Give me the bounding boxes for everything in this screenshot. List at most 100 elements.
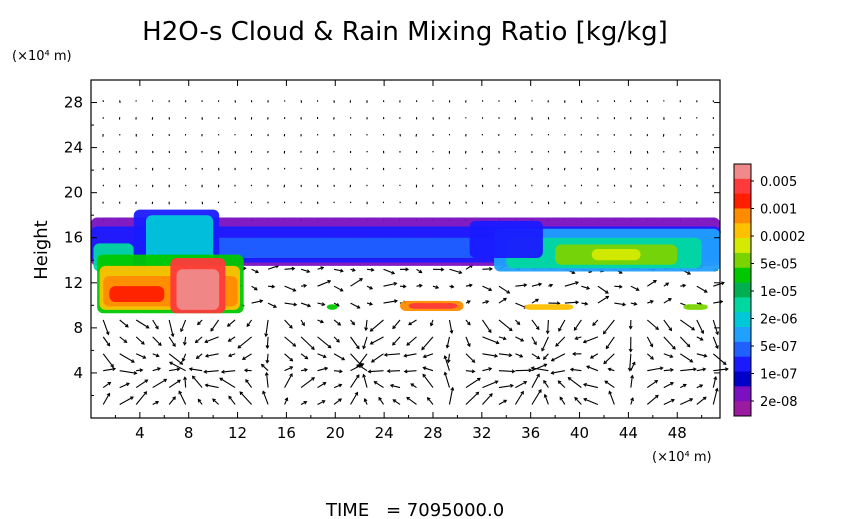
wind-arrowhead: [487, 329, 492, 334]
wind-arrowhead: [508, 327, 513, 332]
wind-arrow: [531, 389, 542, 405]
wind-arrowhead: [511, 369, 516, 374]
colorbar-segment: [734, 327, 751, 343]
wind-arrowhead: [180, 328, 184, 333]
wind-arrowhead: [227, 338, 232, 342]
wind-arrowhead: [494, 380, 499, 384]
wind-arrowhead: [722, 361, 727, 366]
wind-arrow: [680, 384, 687, 389]
wind-arrow: [350, 353, 363, 367]
wind-arrow: [430, 319, 434, 326]
wind-arrowhead: [131, 359, 135, 363]
wind-arrowhead: [668, 298, 672, 302]
wind-arrowhead: [650, 356, 654, 360]
wind-arrowhead: [494, 353, 499, 358]
wind-arrowhead: [466, 321, 471, 326]
wind-arrowhead: [422, 354, 427, 359]
colorbar-segment: [734, 238, 751, 254]
y-tick-label: 4: [73, 364, 83, 382]
wind-arrowhead: [304, 355, 309, 360]
wind-arrow: [265, 319, 269, 337]
wind-arrow: [169, 368, 180, 372]
wind-arrow: [410, 383, 417, 389]
colorbar: 0.005 0.001 0.0002 5e-05 1e-05 2e-06 5e-07 1e-0…: [733, 163, 806, 417]
wind-arrowhead: [246, 323, 251, 328]
wind-arrowhead: [172, 396, 176, 401]
wind-arrow: [135, 379, 148, 389]
core-red-left: [109, 286, 165, 302]
wind-arrowhead: [418, 269, 423, 274]
wind-arrowhead: [703, 289, 708, 293]
wind-arrow: [531, 336, 537, 345]
wind-arrowhead: [383, 352, 388, 357]
wind-arrowhead: [530, 366, 535, 371]
wind-arrowhead: [635, 287, 640, 291]
wind-arrow: [531, 373, 540, 388]
wind-arrowhead: [273, 304, 277, 308]
wind-arrowhead: [157, 367, 161, 371]
wind-arrow: [427, 397, 434, 405]
wind-arrow: [482, 353, 498, 357]
wind-arrowhead: [321, 302, 326, 307]
wind-arrow: [482, 380, 498, 389]
wind-arrow: [531, 353, 540, 360]
wind-arrow: [447, 353, 451, 363]
wind-arrow: [564, 301, 579, 304]
colorbar-label: 0.0002: [760, 230, 806, 245]
wind-arrowhead: [265, 345, 270, 349]
rain-patch: [326, 304, 338, 310]
wind-arrowhead: [703, 353, 708, 358]
wind-arrow: [370, 336, 384, 345]
wind-arrowhead: [406, 342, 411, 346]
wind-arrowhead: [586, 365, 590, 370]
colorbar-segment: [734, 267, 751, 284]
colorbar-segment: [734, 312, 751, 328]
wind-arrowhead: [338, 383, 343, 388]
wind-arrow: [284, 397, 288, 405]
wind-arrowhead: [289, 357, 294, 362]
wind-arrow: [515, 336, 524, 342]
wind-arrowhead: [715, 331, 719, 336]
wind-arrowhead: [191, 375, 196, 380]
wind-arrow: [597, 295, 609, 304]
wind-arrow: [168, 319, 174, 337]
wind-arrow: [448, 319, 453, 334]
x-tick-label: 16: [277, 424, 296, 442]
wind-arrow: [383, 282, 397, 287]
wind-arrow: [152, 401, 159, 405]
wind-arrow: [378, 397, 384, 405]
wind-arrowhead: [523, 283, 528, 288]
wind-arrow: [713, 300, 723, 304]
y-tick-label: 28: [64, 94, 83, 112]
wind-arrowhead: [559, 396, 564, 401]
wind-arrow: [573, 319, 582, 331]
wind-arrowhead: [495, 340, 500, 345]
wind-arrowhead: [608, 390, 613, 395]
wind-arrowhead: [440, 267, 445, 272]
wind-arrow: [663, 399, 675, 405]
x-tick-label: 24: [375, 424, 394, 442]
wind-arrowhead: [418, 283, 423, 288]
wind-arrowhead: [450, 284, 455, 289]
wind-arrowhead: [359, 278, 363, 282]
wind-arrowhead: [339, 268, 344, 273]
wind-arrow: [663, 336, 676, 350]
wind-arrow: [204, 336, 219, 343]
wind-arrow: [541, 336, 549, 352]
x-tick-label: 8: [184, 424, 194, 442]
wind-arrowhead: [670, 367, 674, 372]
wind-arrowhead: [386, 369, 391, 374]
wind-arrowhead: [130, 396, 134, 400]
wind-arrow: [603, 353, 615, 364]
wind-arrowhead: [702, 396, 707, 401]
wind-arrowhead: [106, 342, 111, 347]
wind-arrowhead: [535, 298, 540, 303]
wind-arrowhead: [567, 377, 572, 381]
wind-arrowhead: [403, 353, 408, 358]
colorbar-border: [733, 163, 752, 417]
wind-arrow: [365, 319, 368, 331]
wind-arrowhead: [508, 353, 513, 358]
wind-arrow: [267, 302, 277, 308]
colorbar-segment: [734, 341, 751, 358]
wind-arrowhead: [303, 400, 308, 405]
